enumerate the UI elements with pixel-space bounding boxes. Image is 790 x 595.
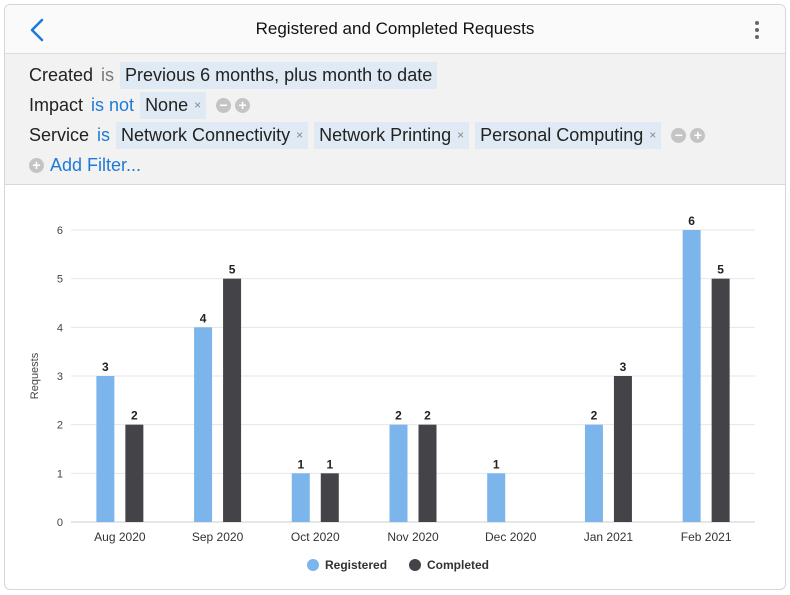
plus-circle-icon: + bbox=[29, 157, 44, 173]
x-tick-label: Dec 2020 bbox=[485, 530, 537, 544]
filter-field-label: Service bbox=[29, 124, 90, 145]
data-label: 1 bbox=[326, 457, 333, 471]
y-tick-label: 4 bbox=[57, 322, 63, 334]
legend-marker-completed[interactable] bbox=[409, 559, 421, 571]
remove-value-icon[interactable]: × bbox=[194, 98, 202, 112]
bar-completed[interactable] bbox=[711, 278, 730, 522]
remove-filter-icon[interactable]: − bbox=[216, 97, 232, 113]
page-title: Registered and Completed Requests bbox=[255, 19, 535, 38]
legend-label-registered[interactable]: Registered bbox=[325, 558, 387, 572]
bar-registered[interactable] bbox=[194, 327, 213, 522]
bar-registered[interactable] bbox=[487, 473, 506, 522]
filter-value-chip[interactable]: Previous 6 months, plus month to date bbox=[120, 61, 438, 89]
data-label: 5 bbox=[229, 263, 236, 277]
data-label: 6 bbox=[688, 214, 695, 228]
filter-operator[interactable]: is bbox=[101, 64, 115, 85]
filter-field-label: Impact bbox=[29, 94, 84, 115]
remove-value-icon[interactable]: × bbox=[296, 128, 304, 142]
add-filter-label: Add Filter... bbox=[50, 154, 142, 175]
bar-completed[interactable] bbox=[320, 473, 339, 522]
data-label: 5 bbox=[717, 263, 724, 277]
bar-registered[interactable] bbox=[682, 230, 701, 522]
bar-registered[interactable] bbox=[291, 473, 310, 522]
legend-marker-registered[interactable] bbox=[307, 559, 319, 571]
bar-chart: 0 1 2 3 4 5 6 Requests Aug 2020 3 2 Sep 2020 4 5 Oct 2… bbox=[29, 214, 755, 572]
data-label: 1 bbox=[493, 457, 500, 471]
x-tick-label: Aug 2020 bbox=[94, 530, 146, 544]
data-label: 4 bbox=[200, 311, 207, 325]
add-value-icon[interactable]: + bbox=[690, 127, 706, 143]
report-panel: Registered and Completed Requests Create… bbox=[4, 4, 786, 590]
x-tick-label: Jan 2021 bbox=[584, 530, 634, 544]
y-tick-label: 1 bbox=[57, 468, 63, 480]
bar-registered[interactable] bbox=[389, 424, 408, 522]
data-label: 2 bbox=[395, 409, 402, 423]
filter-operator[interactable]: is bbox=[97, 124, 111, 145]
x-tick-label: Feb 2021 bbox=[681, 530, 732, 544]
legend-label-completed[interactable]: Completed bbox=[427, 558, 489, 572]
filter-row-created: Created is Previous 6 months, plus month t… bbox=[5, 60, 785, 90]
more-options-icon[interactable] bbox=[753, 19, 761, 41]
x-tick-label: Nov 2020 bbox=[387, 530, 439, 544]
filter-value-label: Network Printing bbox=[319, 124, 452, 145]
back-chevron-icon[interactable] bbox=[27, 17, 49, 43]
add-filter-button[interactable]: + Add Filter... bbox=[5, 150, 785, 180]
filter-value-label: None bbox=[145, 94, 189, 115]
y-tick-label: 5 bbox=[57, 274, 63, 286]
y-axis-label: Requests bbox=[29, 352, 41, 399]
add-value-icon[interactable]: + bbox=[235, 97, 251, 113]
filter-value-label: Personal Computing bbox=[480, 124, 644, 145]
data-label: 2 bbox=[131, 409, 138, 423]
bar-completed[interactable] bbox=[223, 278, 242, 522]
remove-value-icon[interactable]: × bbox=[457, 128, 465, 142]
y-tick-label: 0 bbox=[57, 517, 63, 529]
remove-value-icon[interactable]: × bbox=[649, 128, 657, 142]
filter-value-label: Previous 6 months, plus month to date bbox=[125, 64, 433, 85]
data-label: 2 bbox=[424, 409, 431, 423]
filter-row-service: Service is Network Connectivity × Network Pr… bbox=[5, 120, 785, 150]
x-tick-label: Sep 2020 bbox=[192, 530, 244, 544]
filter-field-label: Created bbox=[29, 64, 94, 85]
filter-value-chip[interactable]: None × bbox=[140, 91, 207, 119]
data-label: 3 bbox=[620, 360, 627, 374]
data-label: 2 bbox=[591, 409, 598, 423]
y-tick-label: 3 bbox=[57, 371, 63, 383]
filter-value-chip[interactable]: Network Printing × bbox=[314, 121, 470, 149]
filter-value-chip[interactable]: Network Connectivity × bbox=[116, 121, 309, 149]
bar-completed[interactable] bbox=[613, 376, 632, 522]
y-tick-label: 2 bbox=[57, 420, 63, 432]
y-tick-label: 6 bbox=[57, 225, 63, 237]
filter-row-impact: Impact is not None × − + bbox=[5, 90, 785, 120]
filter-value-label: Network Connectivity bbox=[121, 124, 291, 145]
remove-filter-icon[interactable]: − bbox=[671, 127, 687, 143]
filter-panel: Created is Previous 6 months, plus month t… bbox=[5, 54, 785, 185]
filter-operator[interactable]: is not bbox=[91, 94, 135, 115]
bar-completed[interactable] bbox=[418, 424, 437, 522]
data-label: 1 bbox=[297, 457, 304, 471]
bar-registered[interactable] bbox=[584, 424, 603, 522]
header-bar: Registered and Completed Requests bbox=[5, 5, 785, 54]
x-tick-label: Oct 2020 bbox=[291, 530, 340, 544]
filter-value-chip[interactable]: Personal Computing × bbox=[475, 121, 662, 149]
bar-registered[interactable] bbox=[96, 376, 115, 522]
bar-completed[interactable] bbox=[125, 424, 144, 522]
data-label: 3 bbox=[102, 360, 109, 374]
